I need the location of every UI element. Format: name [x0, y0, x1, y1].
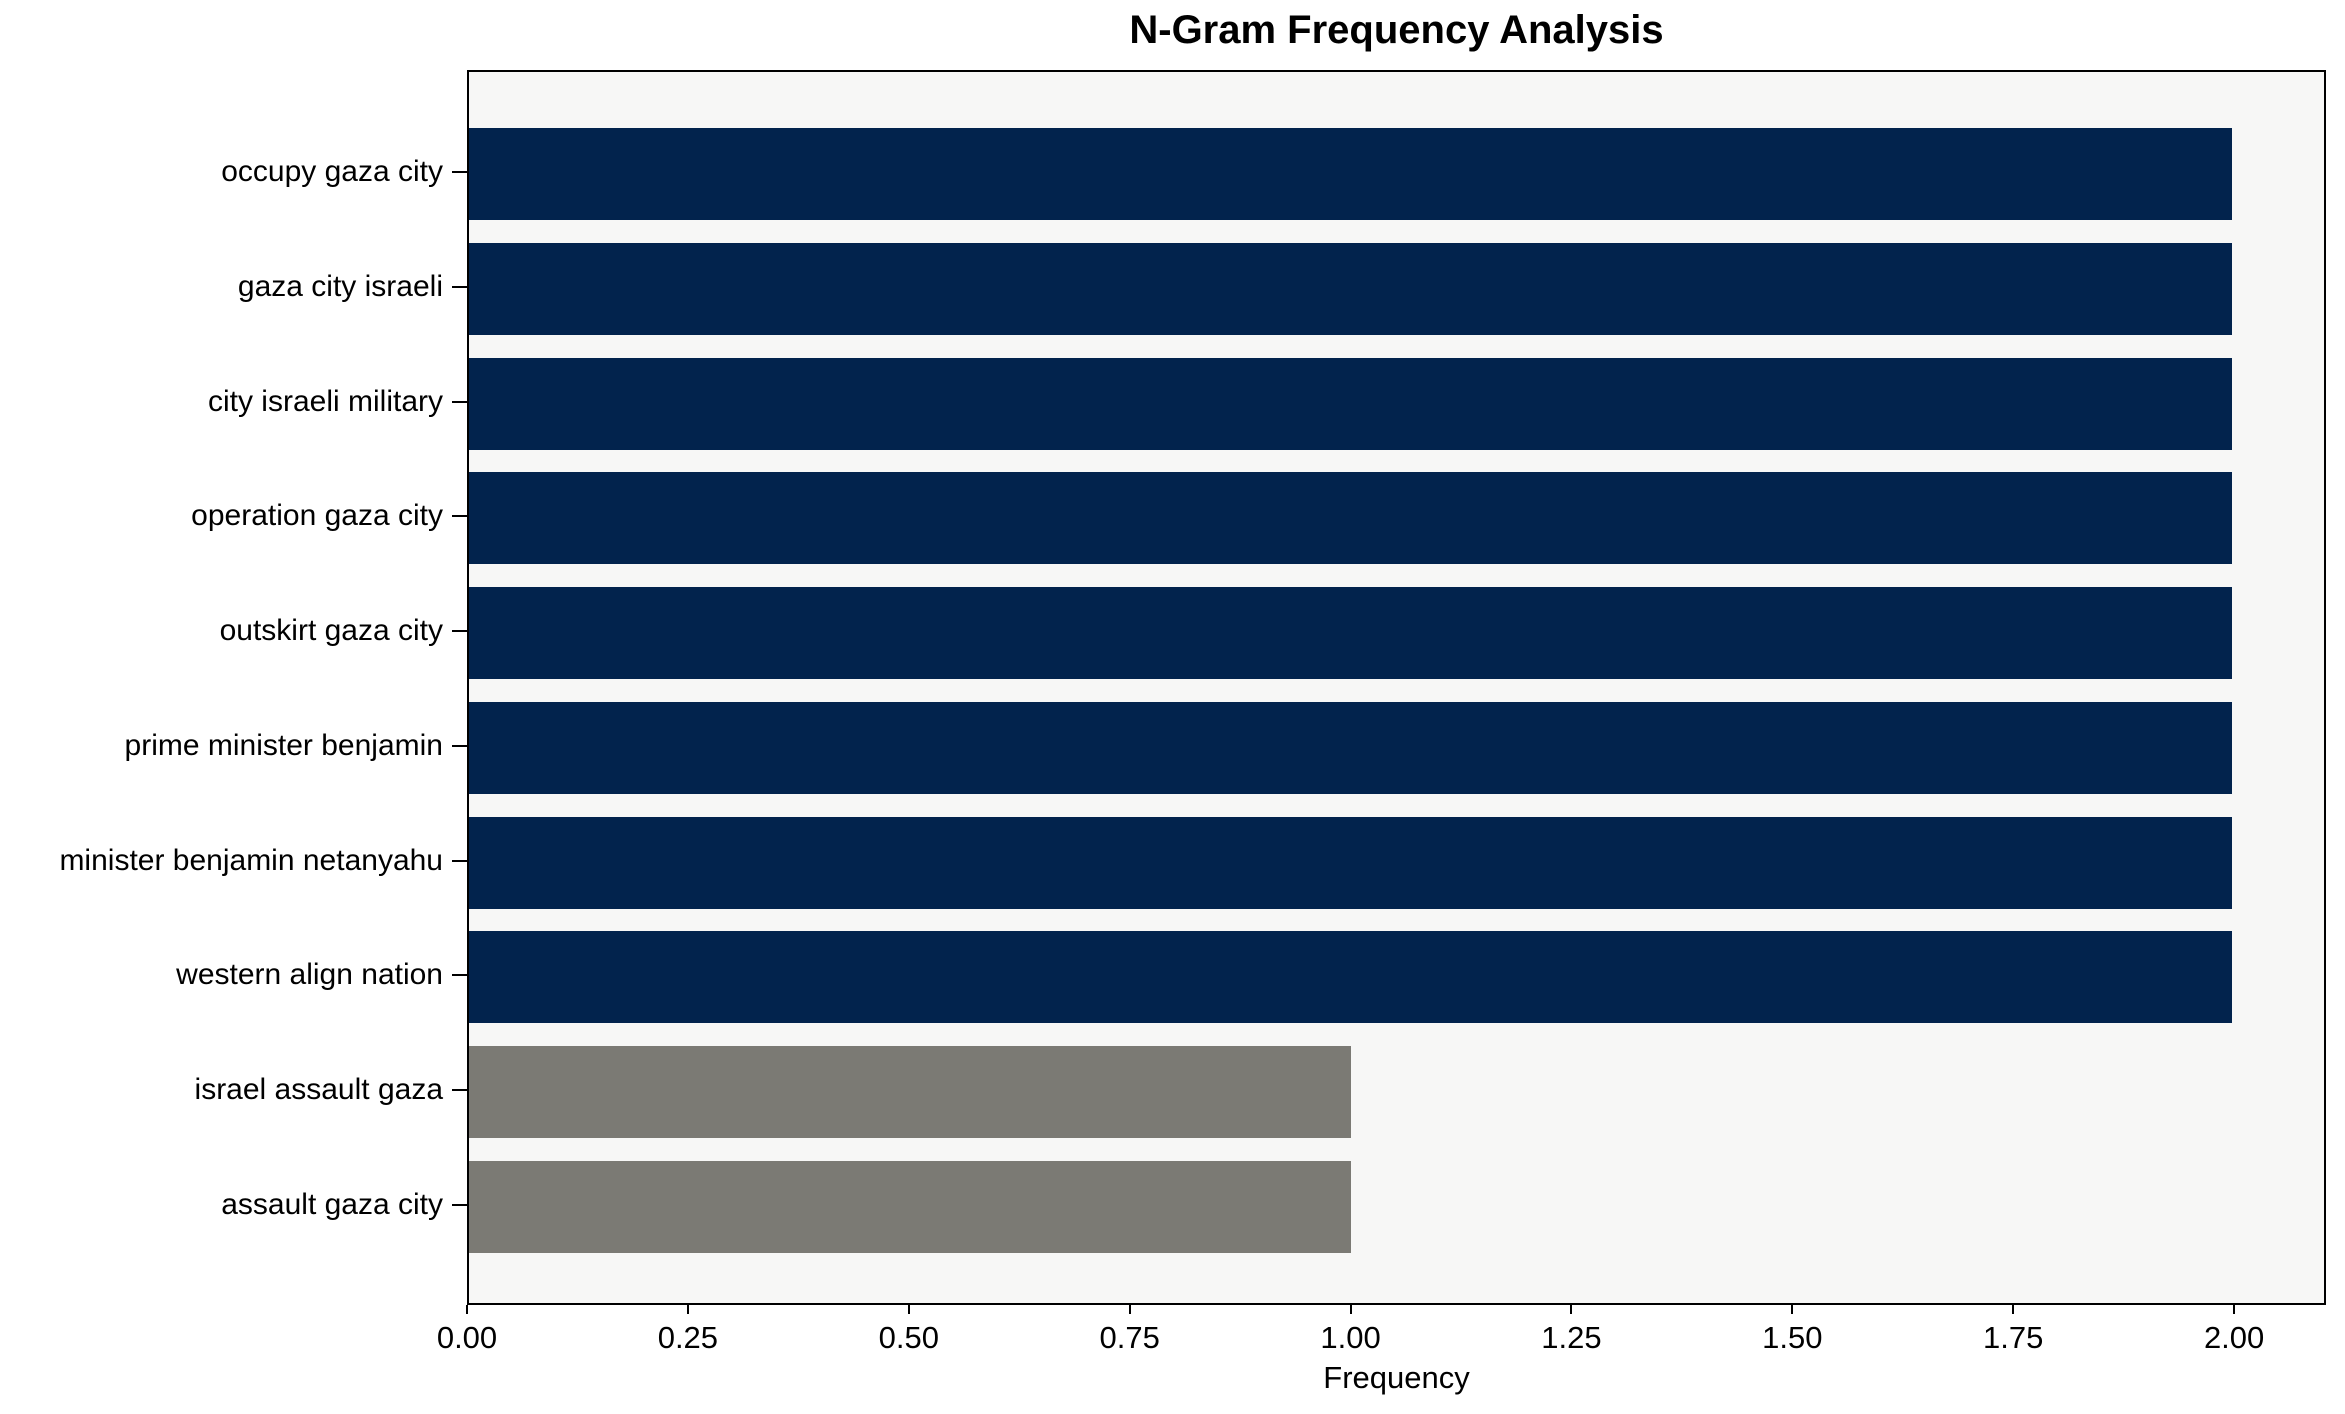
x-tick-label: 0.25 — [657, 1320, 719, 1355]
x-tick-mark — [686, 1305, 689, 1314]
x-axis-label: Frequency — [1323, 1360, 1470, 1395]
x-tick-label: 2.00 — [2203, 1320, 2265, 1355]
chart-title: N-Gram Frequency Analysis — [1129, 8, 1664, 52]
y-tick-label: prime minister benjamin — [124, 728, 443, 762]
bar — [469, 701, 2233, 794]
y-tick-mark — [452, 285, 467, 288]
y-tick-mark — [452, 515, 467, 518]
y-tick-mark — [452, 744, 467, 747]
bar — [469, 1160, 1351, 1253]
x-tick-label: 1.50 — [1762, 1320, 1823, 1355]
y-tick-label: occupy gaza city — [221, 155, 443, 188]
x-tick-mark — [1349, 1305, 1352, 1314]
y-tick-mark — [452, 859, 467, 862]
x-tick-label: 1.25 — [1541, 1320, 1602, 1355]
plot-area — [467, 70, 2326, 1305]
bar — [469, 931, 2233, 1024]
y-tick-label: minister benjamin netanyahu — [59, 843, 443, 877]
y-tick-mark — [452, 1089, 467, 1092]
x-tick-label: 1.75 — [1983, 1320, 2044, 1355]
bar — [469, 816, 2233, 909]
y-tick-label: outskirt gaza city — [219, 614, 443, 648]
y-tick-label: israel assault gaza — [194, 1073, 443, 1107]
x-tick-mark — [907, 1305, 910, 1314]
y-tick-mark — [452, 171, 467, 173]
y-tick-label: gaza city israeli — [237, 269, 443, 303]
x-tick-mark — [1128, 1305, 1131, 1314]
bar — [469, 128, 2233, 220]
bar — [469, 357, 2233, 450]
bar — [469, 242, 2233, 335]
x-tick-mark — [1791, 1305, 1794, 1314]
y-tick-label: assault gaza city — [221, 1187, 443, 1221]
x-tick-label: 0.00 — [436, 1320, 498, 1355]
bar — [469, 1046, 1351, 1139]
x-tick-mark — [1570, 1305, 1573, 1314]
x-tick-label: 0.50 — [878, 1320, 939, 1355]
x-tick-mark — [466, 1305, 468, 1314]
y-tick-mark — [452, 630, 467, 633]
y-tick-mark — [452, 1203, 467, 1206]
x-tick-mark — [2012, 1305, 2015, 1314]
y-tick-mark — [452, 400, 467, 403]
y-tick-label: operation gaza city — [191, 499, 443, 533]
y-tick-label: city israeli military — [207, 384, 443, 418]
y-tick-mark — [452, 974, 467, 977]
x-tick-mark — [2233, 1305, 2236, 1314]
y-tick-label: western align nation — [176, 958, 443, 992]
bar — [469, 472, 2233, 565]
bar — [469, 587, 2233, 680]
x-tick-label: 0.75 — [1099, 1320, 1160, 1355]
x-tick-label: 1.00 — [1320, 1320, 1381, 1355]
